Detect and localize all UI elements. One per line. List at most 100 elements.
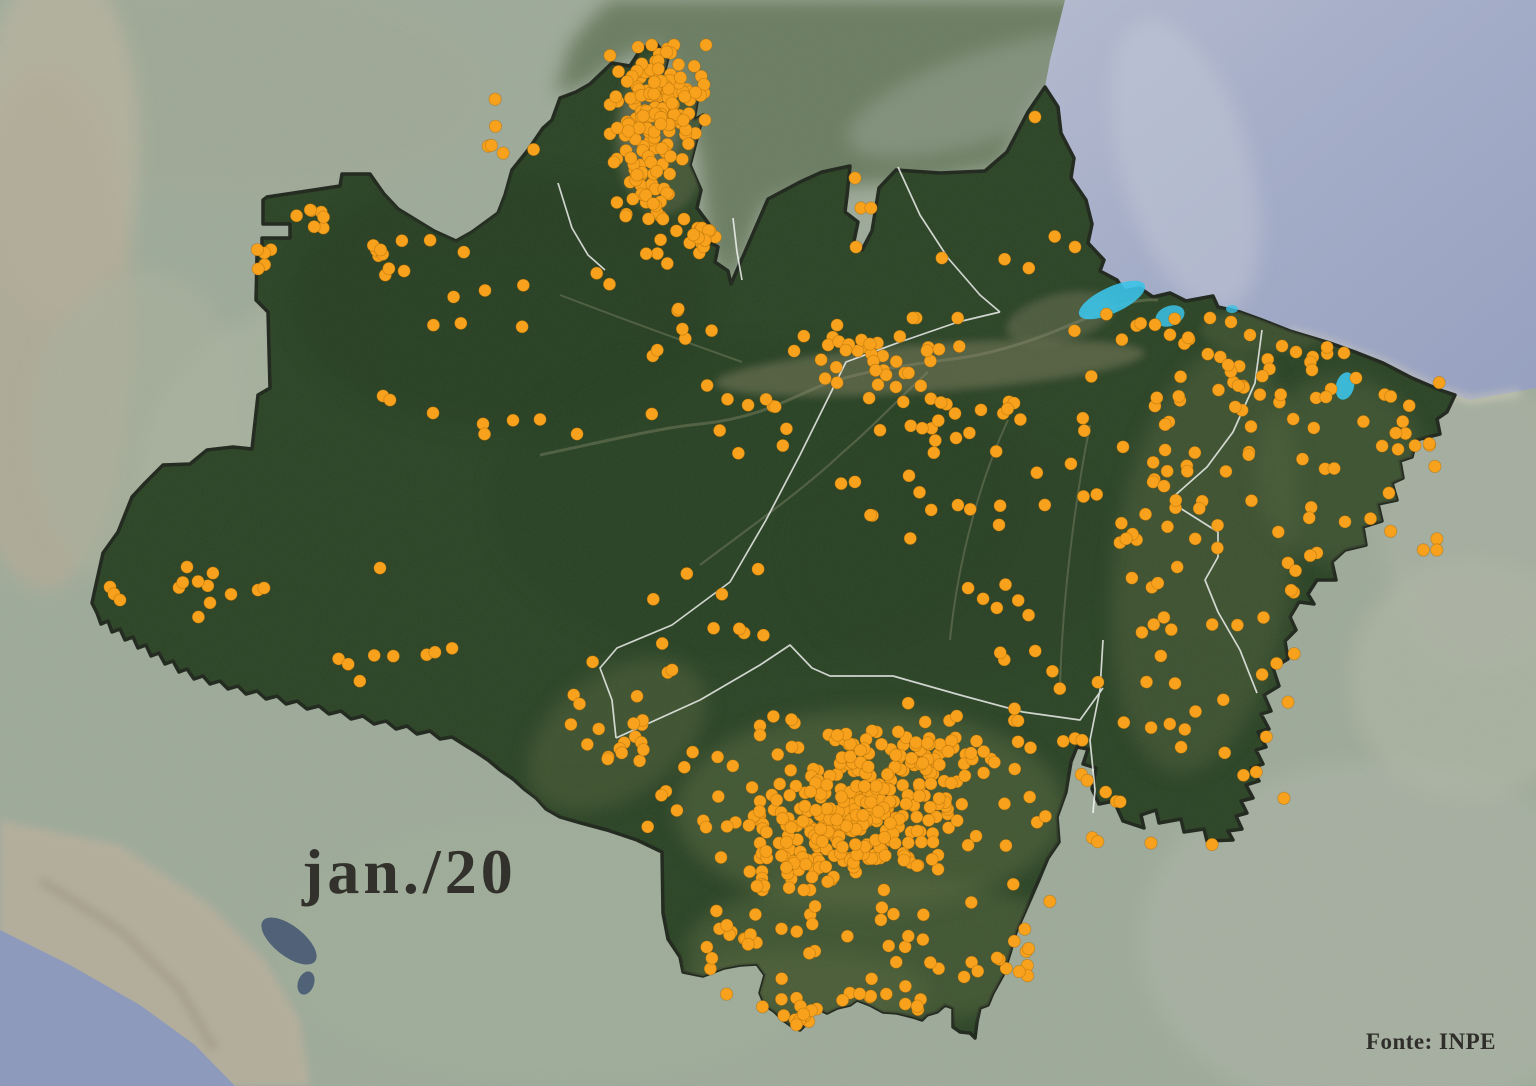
fire-dot <box>1006 877 1020 891</box>
fire-dot <box>1164 622 1178 637</box>
fire-dot <box>585 655 600 669</box>
fire-dot <box>1375 439 1389 453</box>
fire-dot <box>1402 399 1416 413</box>
fire-dot <box>671 302 685 316</box>
fire-dot <box>731 446 746 460</box>
fire-dot <box>1363 511 1378 526</box>
fire-dot <box>1259 730 1273 744</box>
fire-dot <box>367 648 381 663</box>
fire-dot <box>971 964 985 978</box>
fire-dot <box>1391 442 1405 456</box>
fire-dot <box>741 398 755 412</box>
fire-dot <box>915 421 929 435</box>
fire-dot <box>835 993 850 1007</box>
fire-dot <box>1163 717 1177 731</box>
fire-dot <box>796 814 810 828</box>
fire-dot <box>373 243 388 257</box>
fire-dot <box>874 913 888 927</box>
fire-dot <box>901 366 916 380</box>
fire-dot <box>1053 681 1067 696</box>
fire-dot <box>871 378 885 392</box>
fire-dot <box>1242 448 1256 462</box>
fire-dot <box>457 245 471 259</box>
fire-dot <box>719 987 734 1001</box>
fire-dot <box>251 262 265 276</box>
fire-dot <box>1038 809 1053 823</box>
fire-dot <box>699 820 713 834</box>
fire-dot <box>889 380 903 394</box>
fire-dot <box>1114 516 1129 530</box>
fire-dot <box>753 728 767 742</box>
fire-dot <box>889 955 903 969</box>
fire-dot <box>756 628 771 642</box>
fire-dot <box>630 689 644 703</box>
fire-dot <box>848 171 862 185</box>
fire-dot <box>383 393 397 407</box>
fire-dot <box>1253 387 1267 402</box>
fire-dot <box>257 581 271 595</box>
fire-dot <box>644 155 658 169</box>
fire-dot <box>1138 507 1153 521</box>
fire-dot <box>1080 773 1094 788</box>
fire-dot <box>1158 443 1172 457</box>
fire-dot <box>771 747 785 762</box>
fire-dot <box>331 652 346 666</box>
fire-dot <box>1255 369 1269 383</box>
fire-dot <box>774 849 788 863</box>
fire-dot <box>904 419 918 433</box>
fire-dot <box>1099 307 1114 321</box>
fire-dot <box>609 90 623 104</box>
fire-dot <box>1067 324 1082 338</box>
fire-dot <box>1224 315 1238 329</box>
fire-dot <box>533 412 547 426</box>
fire-dot <box>478 283 492 297</box>
fire-dot <box>397 264 411 278</box>
fire-dot <box>206 566 220 580</box>
fire-dot <box>673 71 688 85</box>
fire-dot <box>977 744 991 759</box>
fire-dot <box>1382 486 1396 500</box>
fire-dot <box>879 368 893 382</box>
fire-dot <box>878 848 892 863</box>
fire-dot <box>1028 644 1042 658</box>
fire-dot <box>830 813 844 827</box>
fire-dot <box>1284 583 1298 597</box>
fire-dot <box>775 972 789 986</box>
fire-dot <box>915 756 930 770</box>
fire-dot <box>1023 741 1038 755</box>
fire-dot <box>1160 464 1174 478</box>
fire-dot <box>303 203 317 217</box>
fire-dot <box>789 779 803 793</box>
fire-dot <box>1146 455 1160 469</box>
fire-dot <box>916 932 930 947</box>
fire-dot <box>901 929 915 943</box>
fire-dot <box>891 725 905 739</box>
fire-dot <box>660 186 674 200</box>
fire-dot <box>830 318 844 332</box>
fire-dot <box>477 427 492 441</box>
fire-dot <box>1244 494 1259 508</box>
fire-dot <box>687 59 701 73</box>
fire-dot <box>796 1007 811 1021</box>
fire-dot <box>610 195 624 209</box>
fire-dot <box>886 907 901 921</box>
fire-dot <box>962 426 977 440</box>
fire-dot <box>774 992 789 1006</box>
fire-dot <box>776 438 790 453</box>
fire-dot <box>877 830 892 845</box>
fire-dot <box>898 997 912 1011</box>
fire-dot <box>1115 332 1129 347</box>
fire-dot <box>805 917 819 931</box>
fire-dot <box>1180 464 1194 478</box>
fire-dot <box>958 769 972 783</box>
fire-dot <box>1188 704 1203 719</box>
fire-dot <box>1281 556 1295 570</box>
fire-dot <box>1011 714 1025 728</box>
fire-dot <box>1281 695 1295 709</box>
fire-dot <box>1243 328 1257 342</box>
fire-dot <box>864 972 879 986</box>
fire-dot <box>1090 487 1104 501</box>
fire-dot <box>675 322 690 336</box>
fire-dot <box>1157 610 1171 625</box>
fire-dot <box>1022 261 1036 275</box>
